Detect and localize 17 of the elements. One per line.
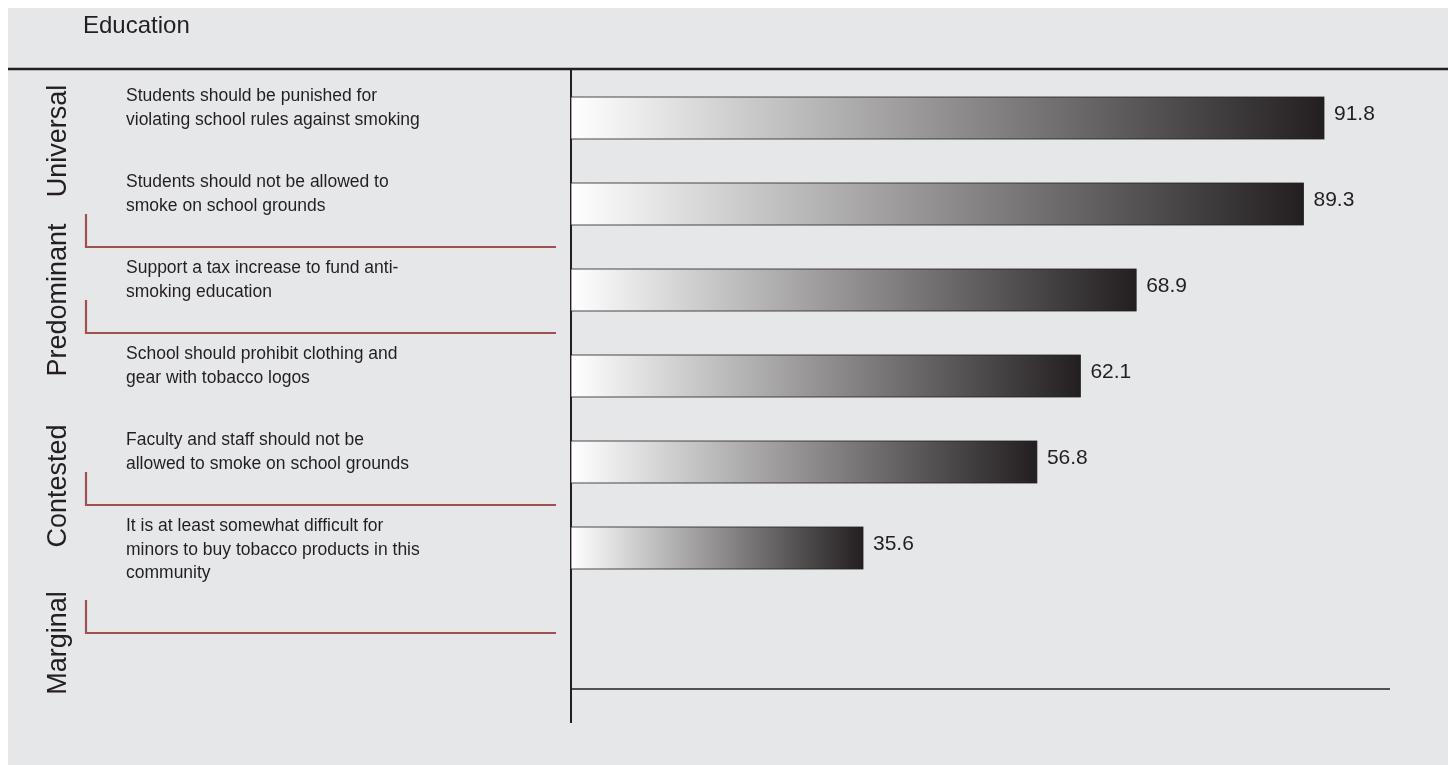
text: Education — [83, 11, 190, 39]
y-tick-label: Students should be punished for violating school rules against smoking — [126, 85, 420, 129]
text: Contested — [42, 424, 72, 548]
y-tick-label: Students should not be allowed to smoke on school grounds — [126, 171, 389, 215]
data-label: 91.8 — [1334, 100, 1375, 124]
text: Marginal — [42, 591, 72, 695]
data-label: 68.9 — [1146, 272, 1188, 296]
data-label: 35.6 — [873, 530, 914, 554]
data-label: 89.3 — [1313, 186, 1355, 210]
y-tick-label: It is at least somewhat difficult for minors to buy tobacco products in this community — [126, 515, 421, 583]
y-tick-label: Faculty and staff should not be allowed to smoke on school grounds — [126, 429, 410, 473]
data-label: 56.8 — [1046, 444, 1088, 468]
y-tick-label: Support a tax increase to fund anti-smoking education — [126, 257, 399, 301]
y-tick-label: School should prohibit clothing and gear with tobacco logos — [126, 343, 398, 387]
text: Universal — [42, 84, 72, 198]
data-label: 62.1 — [1090, 358, 1132, 382]
text: Predominant — [42, 222, 72, 377]
